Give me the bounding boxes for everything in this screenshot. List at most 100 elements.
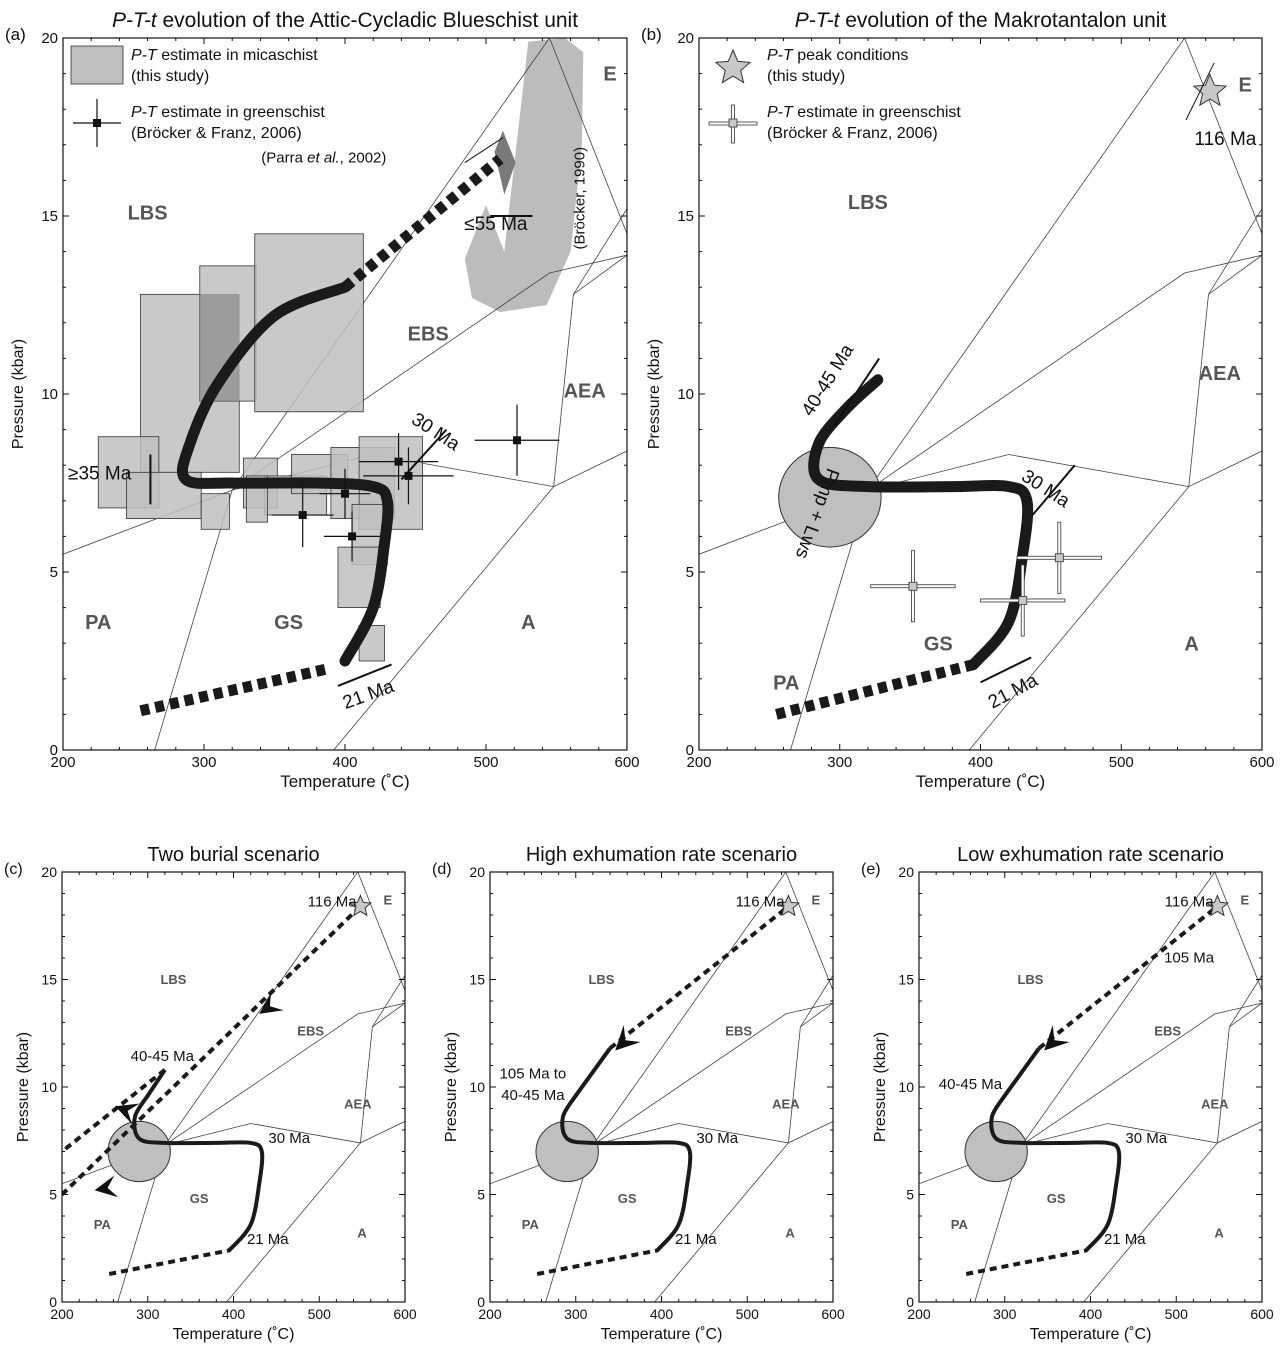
panel-title: Two burial scenario [147, 844, 319, 866]
pt-path [132, 1093, 265, 1253]
y-tick-label: 10 [469, 1079, 485, 1095]
pmp-lws-field [107, 1120, 171, 1183]
pt-path-dashed-prograde [965, 1248, 1087, 1276]
x-tick-label: 200 [50, 754, 75, 771]
y-tick-label: 15 [41, 208, 58, 225]
y-tick-label: 10 [41, 386, 58, 403]
annotation-text: 105 Ma [1164, 949, 1215, 966]
x-tick-label: 600 [1250, 1306, 1274, 1322]
panel-c: LBS EBS AEA E PA GS A 116 Ma 40-45 Ma 30 Ma 21 Ma 2… [4, 844, 417, 1343]
facies-boundary [699, 254, 1262, 555]
pointer-line [464, 137, 504, 164]
facies-boundary [372, 974, 405, 1028]
facies-label-lbs: LBS [160, 972, 186, 987]
plot-area: LBS EBS AEA E PA GS A 116 Ma 105 Ma to 40-45 Ma 30… [490, 872, 833, 1302]
facies-boundary [1021, 1121, 1262, 1146]
greenschist-point [359, 433, 439, 491]
facies-boundary [867, 450, 1262, 491]
facies-boundary [968, 486, 1190, 750]
greenschist-point [980, 564, 1066, 637]
facies-boundary [1083, 1142, 1218, 1302]
point-marker [298, 511, 307, 520]
plot-frame [61, 871, 406, 1303]
facies-label-pa: PA [951, 1217, 969, 1232]
x-tick-label: 400 [650, 1306, 674, 1322]
greenschist-point [319, 468, 371, 519]
facies-label-pa: PA [522, 1217, 540, 1232]
x-tick-label: 400 [332, 754, 357, 771]
x-tick-label: 300 [993, 1306, 1017, 1322]
y-tick-label: 0 [50, 742, 58, 759]
facies-boundary [1217, 1002, 1262, 1143]
panel-letter: (c) [4, 861, 23, 878]
facies-boundary [788, 1002, 833, 1143]
facies-boundary [360, 1002, 405, 1143]
legend-label: P-T peak conditions [767, 47, 908, 64]
panel-d: LBS EBS AEA E PA GS A 116 Ma 105 Ma to 40-45 Ma 30… [432, 844, 845, 1343]
facies-boundary [553, 254, 627, 487]
facies-label-aea: AEA [1201, 1097, 1229, 1112]
peak-star [776, 894, 801, 917]
facies-boundary [800, 974, 833, 1028]
panel-e: LBS EBS AEA E PA GS A 116 Ma 105 Ma 40-45 Ma 30 Ma… [861, 844, 1274, 1343]
micaschist-estimate-box [200, 493, 230, 530]
x-tick-label: 500 [473, 754, 498, 771]
pt-path-upper [574, 1047, 612, 1097]
x-axis-label: Temperature (˚C) [916, 772, 1045, 791]
facies-label-ebs: EBS [1154, 1023, 1181, 1038]
panel-letter: (a) [5, 25, 26, 44]
facies-boundary [1184, 38, 1262, 234]
y-tick-label: 5 [477, 1187, 485, 1203]
annotation-text: 116 Ma [1194, 129, 1256, 150]
pt-path-dashed-prograde [139, 662, 333, 717]
point-marker [1018, 596, 1028, 605]
y-tick-label: 10 [677, 386, 694, 403]
facies-boundary [549, 38, 627, 234]
facies-boundary [357, 872, 405, 991]
facies-boundary [654, 1142, 789, 1302]
legend-label: P-T estimate in greenschist [767, 104, 961, 121]
annotation-text: 116 Ma [1165, 893, 1215, 910]
y-axis-label: Pressure (kbar) [15, 1032, 32, 1142]
pointer-line [1185, 62, 1215, 121]
peak-star [348, 894, 373, 917]
pt-path-dashed-prograde [536, 1248, 658, 1276]
x-tick-label: 300 [191, 754, 216, 771]
y-tick-label: 10 [898, 1079, 914, 1095]
facies-label-ebs: EBS [408, 324, 449, 346]
y-tick-label: 15 [469, 972, 485, 988]
annotation-text: 40-45 Ma [939, 1076, 1003, 1093]
facies-boundary [1229, 974, 1262, 1028]
x-tick-label: 600 [393, 1306, 417, 1322]
pt-path-dashed-peak [341, 154, 504, 292]
x-tick-label: 500 [736, 1306, 760, 1322]
greenschist-point [870, 550, 956, 623]
facies-label-aea: AEA [772, 1097, 800, 1112]
facies-label-a: A [357, 1226, 367, 1241]
annotation-text: 21 Ma [247, 1231, 289, 1248]
legend-symbol-box [70, 45, 124, 85]
y-tick-label: 0 [686, 742, 694, 759]
exhumation-dashed [608, 904, 790, 1050]
legend-label-source: (this study) [131, 68, 209, 85]
arrow-head [94, 1175, 119, 1198]
facies-label-e: E [603, 64, 616, 86]
x-tick-label: 400 [222, 1306, 246, 1322]
facies-boundary [592, 1121, 833, 1146]
arrow-head [615, 1025, 641, 1051]
facies-label-a: A [1184, 633, 1198, 655]
y-axis-label: Pressure (kbar) [443, 1032, 460, 1142]
age-bar [337, 663, 392, 687]
x-axis-label: Temperature (˚C) [280, 772, 409, 791]
greenschist-point [474, 404, 560, 476]
y-tick-label: 20 [469, 864, 485, 880]
facies-boundary [1208, 208, 1262, 295]
pmp-lws-field [535, 1120, 599, 1183]
annotation-text: 105 Ma to [500, 1065, 567, 1082]
facies-boundary [164, 1121, 405, 1146]
greenschist-point [363, 447, 454, 505]
x-axis-label: Temperature (˚C) [173, 1326, 295, 1343]
pt-path [560, 1093, 693, 1253]
x-tick-label: 600 [614, 754, 639, 771]
